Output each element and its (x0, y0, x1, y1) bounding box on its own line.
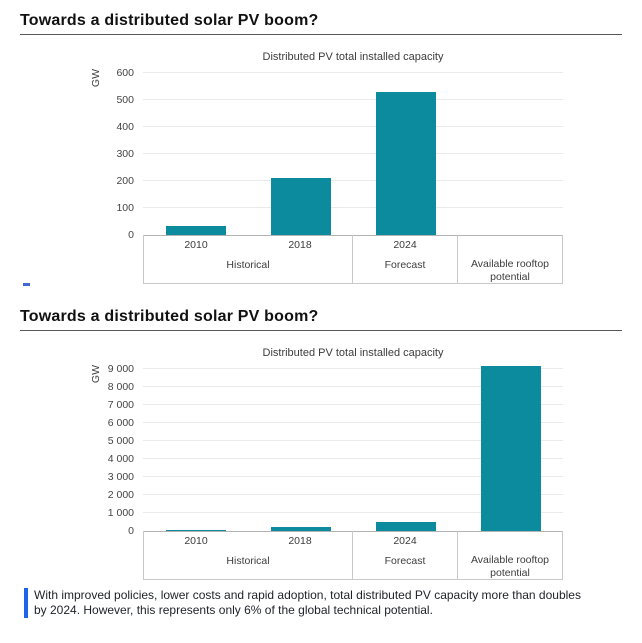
gridline (143, 126, 563, 128)
bar (270, 178, 331, 235)
group-label: Historical (226, 259, 270, 271)
y-tick-label: 2 000 (107, 489, 134, 502)
year-label: 2018 (288, 239, 312, 251)
bar (375, 521, 436, 531)
gridline (143, 494, 563, 496)
note-accent-bar (24, 588, 28, 618)
category-group: 2010 2018 Historical (144, 235, 353, 283)
year-labels-row (458, 235, 562, 257)
group-label: Historical (226, 555, 270, 567)
y-tick-label: 0 (128, 229, 134, 241)
blue-dash-marker (23, 283, 30, 286)
y-tick-label: 5 000 (107, 435, 134, 448)
y-tick-label: 8 000 (107, 381, 134, 394)
gridline (143, 368, 563, 370)
bar (270, 527, 331, 531)
gridline (143, 422, 563, 424)
group-label: Forecast (384, 555, 426, 567)
y-tick-label: 300 (116, 148, 134, 161)
gridline (143, 512, 563, 514)
bar (375, 92, 436, 235)
y-tick-label: 4 000 (107, 453, 134, 466)
year-label: 2024 (393, 239, 417, 251)
y-tick-label: 9 000 (107, 363, 134, 376)
bar (480, 365, 541, 531)
chart-installed-capacity-full-scale: Distributed PV total installed capacity G… (0, 341, 642, 580)
plot-area: 0 1 000 2 000 3 000 4 000 5 000 6 000 7 000 8 00… (108, 363, 563, 537)
chart-installed-capacity-zoomed: Distributed PV total installed capacity G… (0, 45, 642, 284)
category-group: 2024 Forecast (353, 235, 458, 283)
gridline (143, 153, 563, 155)
year-labels-row: 2024 (353, 531, 457, 554)
key-message-note: With improved policies, lower costs and … (24, 588, 622, 618)
bar (165, 530, 226, 531)
y-tick-label: 1 000 (107, 507, 134, 520)
y-tick-label: 400 (116, 121, 134, 134)
year-label (458, 535, 562, 553)
bar (165, 225, 226, 235)
gridline (143, 458, 563, 460)
gridline (143, 207, 563, 209)
y-tick-label: 500 (116, 94, 134, 107)
category-group: Available rooftop potential (458, 531, 562, 579)
year-label: 2010 (184, 239, 208, 251)
year-label: 2010 (184, 535, 208, 547)
title-rule (20, 330, 622, 331)
year-label (458, 239, 562, 257)
gridline (143, 72, 563, 74)
year-labels-row (458, 531, 562, 553)
group-label: Forecast (384, 259, 426, 271)
note-text: With improved policies, lower costs and … (34, 588, 581, 617)
y-tick-label: 0 (128, 525, 134, 537)
x-axis-label-box: 2010 2018 Historical 2024 Forecast Available … (143, 531, 563, 580)
year-labels-row: 2024 (353, 235, 457, 258)
category-group: 2024 Forecast (353, 531, 458, 579)
category-group: Available rooftop potential (458, 235, 562, 283)
gridline (143, 476, 563, 478)
page-title: Towards a distributed solar PV boom? (20, 12, 319, 29)
gridline (143, 440, 563, 442)
year-label: 2024 (393, 535, 417, 547)
year-labels-row: 2010 2018 (144, 235, 352, 258)
gridline (143, 404, 563, 406)
y-tick-label: 3 000 (107, 471, 134, 484)
section-zoomed-chart: Towards a distributed solar PV boom? Dis… (0, 0, 642, 284)
year-label: 2018 (288, 535, 312, 547)
group-label: Available rooftop potential (470, 554, 550, 579)
year-labels-row: 2010 2018 (144, 531, 352, 554)
page-title-repeat: Towards a distributed solar PV boom? (20, 308, 319, 325)
plot-area: 0 100 200 300 400 500 600 (116, 67, 563, 241)
gridline (143, 99, 563, 101)
group-label: Available rooftop potential (470, 258, 550, 283)
y-tick-label: 7 000 (107, 399, 134, 412)
gridline (143, 386, 563, 388)
chart-title: Distributed PV total installed capacity (262, 51, 444, 63)
chart-title: Distributed PV total installed capacity (262, 347, 444, 359)
y-tick-label: 6 000 (107, 417, 134, 430)
title-rule (20, 34, 622, 35)
category-group: 2010 2018 Historical (144, 531, 353, 579)
x-axis-label-box: 2010 2018 Historical 2024 Forecast Available … (143, 235, 563, 284)
section-full-scale-chart: Towards a distributed solar PV boom? Dis… (0, 284, 642, 580)
y-tick-label: 100 (116, 202, 134, 215)
gridline (143, 180, 563, 182)
y-tick-label: 200 (116, 175, 134, 188)
y-tick-label: 600 (116, 67, 134, 80)
